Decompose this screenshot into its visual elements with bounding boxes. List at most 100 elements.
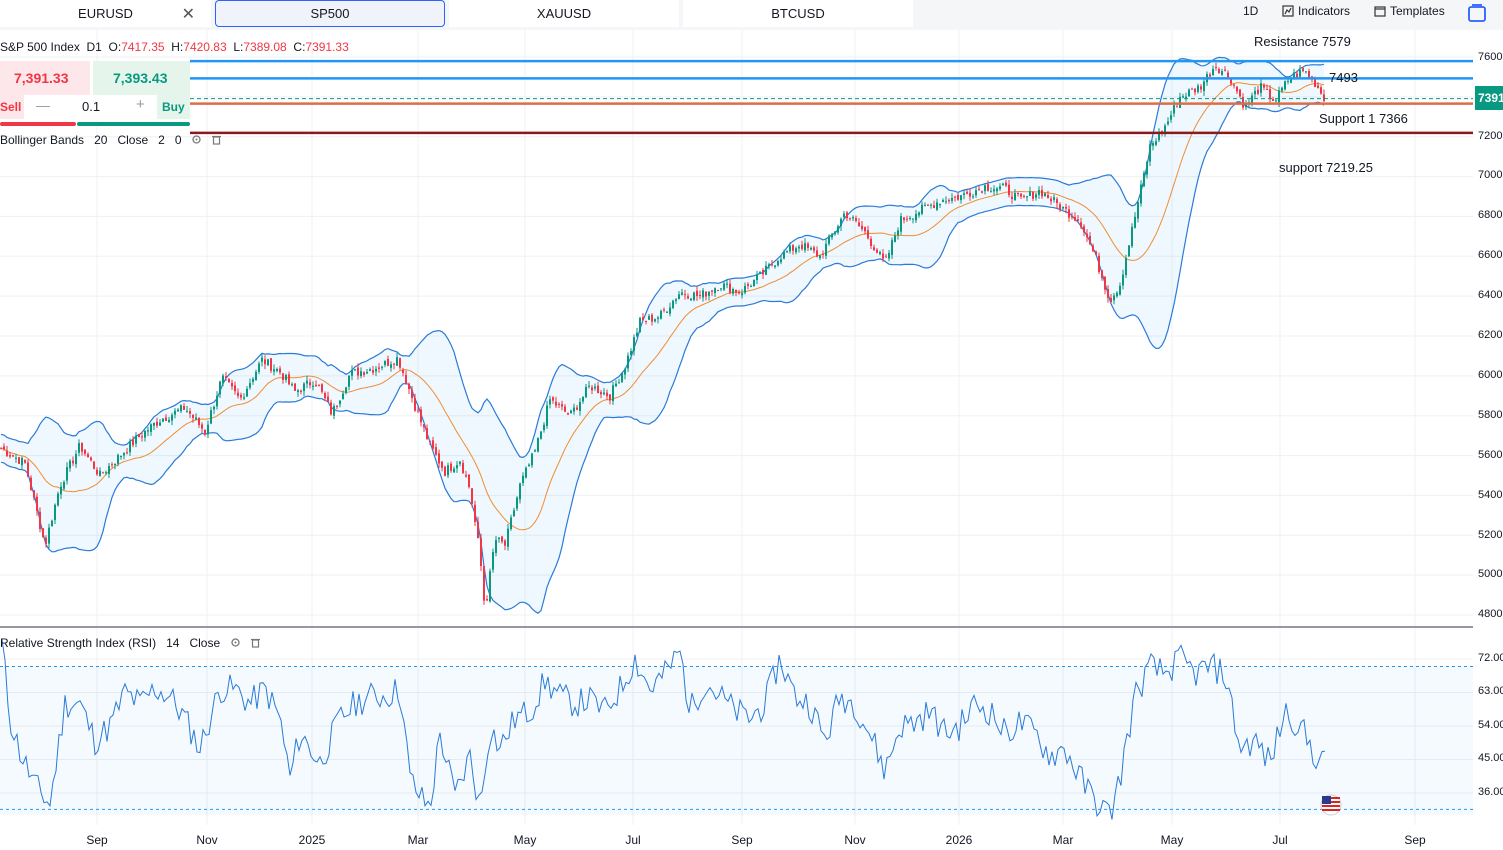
candle [744, 285, 746, 293]
candle [1032, 192, 1034, 199]
buy-button[interactable]: 7,393.43 [93, 61, 190, 95]
plus-icon[interactable]: + [136, 96, 145, 113]
templates-icon [1374, 6, 1386, 17]
templates-button[interactable]: Templates [1374, 4, 1445, 18]
candle [660, 310, 662, 319]
candle [471, 488, 473, 504]
candle [87, 454, 89, 458]
candle [324, 393, 326, 399]
rsi-tick: 63.00 [1478, 685, 1503, 697]
candle [72, 460, 74, 464]
candle [363, 372, 365, 375]
bollinger-legend[interactable]: Bollinger Bands 20 Close 2 0 [0, 133, 222, 147]
candle [768, 264, 770, 267]
candle [156, 421, 158, 426]
candle [1182, 96, 1184, 98]
candle [591, 387, 593, 391]
chart-area[interactable] [0, 30, 1503, 850]
candle [789, 245, 791, 252]
candle [753, 279, 755, 287]
candle [1089, 235, 1091, 245]
candles [0, 62, 1325, 605]
candle [831, 234, 833, 238]
candle [1098, 255, 1100, 273]
layout-button[interactable] [1467, 3, 1487, 23]
resistance-label[interactable]: Resistance 7579 [1254, 34, 1351, 49]
candle [600, 392, 602, 395]
candle [99, 470, 101, 476]
candle [288, 374, 290, 385]
candle [48, 527, 50, 544]
tab-btcusd[interactable]: BTCUSD [683, 0, 913, 27]
candle [345, 387, 347, 394]
trash-icon[interactable] [211, 134, 222, 145]
candle [978, 189, 980, 191]
support2-label[interactable]: support 7219.25 [1279, 160, 1373, 175]
close-icon[interactable]: ✕ [181, 6, 195, 23]
candle [939, 203, 941, 205]
candle [585, 386, 587, 398]
candle [1200, 86, 1202, 90]
candle [474, 504, 476, 522]
candle [141, 436, 143, 438]
candle [897, 230, 899, 236]
candle [942, 200, 944, 203]
candle [843, 213, 845, 218]
candle [648, 316, 650, 320]
sell-label[interactable]: Sell [0, 95, 24, 119]
settings-icon[interactable] [191, 134, 202, 145]
candle [168, 419, 170, 423]
candle [420, 409, 422, 423]
candle [720, 288, 722, 290]
band-fill [1, 57, 1324, 614]
price-tick: 7600 [1478, 51, 1503, 63]
minus-icon[interactable]: — [36, 97, 50, 113]
time-tick: Nov [196, 833, 218, 847]
candle [174, 410, 176, 415]
candle [717, 290, 719, 292]
tab-xauusd[interactable]: XAUUSD [449, 0, 679, 27]
trash-icon[interactable] [250, 637, 261, 648]
candle [1224, 69, 1226, 71]
candle [444, 466, 446, 476]
upper-band [0, 56, 1325, 459]
candle [354, 369, 356, 371]
candle [873, 247, 875, 251]
candle [903, 217, 905, 220]
level-7493-label[interactable]: 7493 [1329, 70, 1358, 85]
horizontal-levels[interactable] [190, 59, 1473, 135]
rsi-tick: 72.00 [1478, 652, 1503, 664]
candle [876, 249, 878, 253]
candle [705, 291, 707, 297]
candle [723, 283, 725, 290]
candle [369, 369, 371, 371]
candle [1053, 197, 1055, 200]
candle [12, 455, 14, 457]
candle [69, 460, 71, 469]
interval-button[interactable]: 1D [1243, 4, 1258, 18]
open-value: 7417.35 [121, 40, 165, 54]
candle [1260, 83, 1262, 93]
tab-sp500[interactable]: SP500 [215, 0, 445, 27]
tab-eurusd[interactable]: EURUSD ✕ [0, 0, 211, 27]
candle [330, 402, 332, 415]
candle [447, 465, 449, 476]
candle [414, 398, 416, 411]
support1-label[interactable]: Support 1 7366 [1319, 111, 1408, 126]
quantity-input[interactable]: 0.1 [82, 99, 101, 114]
candle [231, 382, 233, 387]
candle [465, 474, 467, 477]
candle [318, 385, 320, 387]
candle [309, 382, 311, 386]
settings-icon[interactable] [230, 637, 241, 648]
indicators-button[interactable]: Indicators [1282, 4, 1350, 18]
sell-button[interactable]: 7,391.33 [0, 61, 90, 95]
candle [801, 244, 803, 249]
candle [849, 218, 851, 220]
candle [846, 212, 848, 219]
rsi-legend[interactable]: Relative Strength Index (RSI) 14 Close [0, 636, 261, 650]
buy-label[interactable]: Buy [157, 95, 190, 119]
candle [951, 197, 953, 201]
candle [930, 204, 932, 206]
candle [495, 539, 497, 554]
